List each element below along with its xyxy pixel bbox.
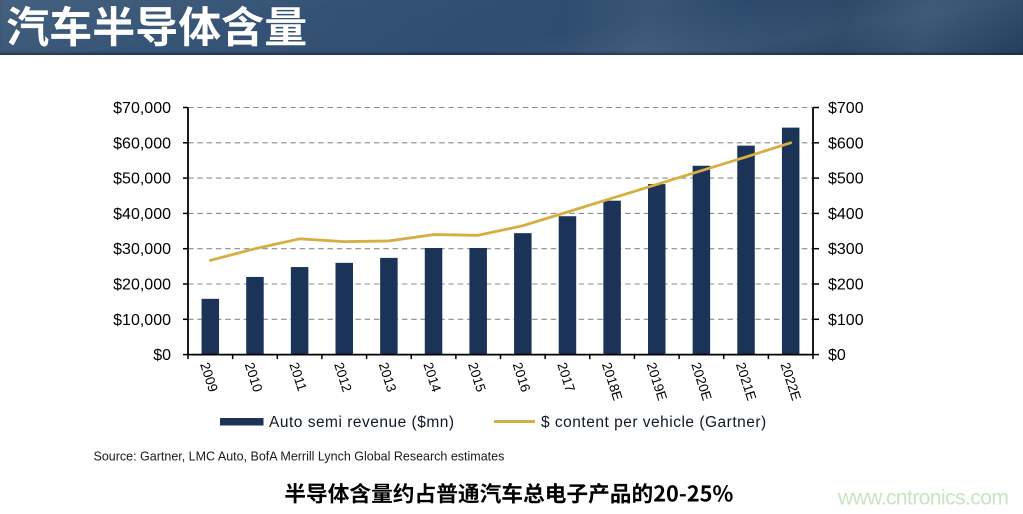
- svg-text:$100: $100: [828, 312, 864, 329]
- svg-text:$0: $0: [153, 347, 171, 364]
- svg-text:$500: $500: [828, 171, 864, 188]
- svg-text:2016: 2016: [510, 361, 534, 394]
- svg-text:$400: $400: [828, 206, 864, 223]
- svg-text:$70,000: $70,000: [113, 100, 171, 117]
- svg-text:$40,000: $40,000: [113, 206, 171, 223]
- svg-text:$60,000: $60,000: [113, 135, 171, 152]
- svg-text:$ content per vehicle (Gartner: $ content per vehicle (Gartner): [541, 414, 767, 431]
- svg-text:2014: 2014: [420, 361, 444, 395]
- svg-text:2010: 2010: [242, 361, 266, 394]
- svg-text:$300: $300: [828, 241, 864, 258]
- svg-text:$10,000: $10,000: [113, 312, 171, 329]
- svg-text:2020E: 2020E: [688, 361, 714, 403]
- svg-text:2017: 2017: [554, 361, 578, 394]
- svg-text:$700: $700: [828, 100, 864, 117]
- svg-text:www.cntronics.com: www.cntronics.com: [837, 487, 1008, 510]
- svg-text:$20,000: $20,000: [113, 277, 171, 294]
- svg-text:$600: $600: [828, 135, 864, 152]
- svg-text:2015: 2015: [465, 361, 489, 394]
- svg-text:2013: 2013: [376, 361, 400, 394]
- svg-text:2011: 2011: [286, 361, 309, 393]
- svg-text:Auto semi revenue ($mn): Auto semi revenue ($mn): [269, 414, 455, 431]
- svg-text:2021E: 2021E: [733, 361, 759, 403]
- svg-text:2012: 2012: [331, 361, 355, 394]
- svg-text:2018E: 2018E: [599, 361, 625, 403]
- svg-text:2009: 2009: [197, 361, 221, 394]
- svg-text:Source: Gartner, LMC Auto, Bo: Source: Gartner, LMC Auto, BofA Merrill …: [94, 450, 505, 464]
- svg-text:2019E: 2019E: [644, 361, 670, 403]
- svg-text:$30,000: $30,000: [113, 241, 171, 258]
- svg-text:$50,000: $50,000: [113, 171, 171, 188]
- svg-text:2022E: 2022E: [778, 361, 804, 403]
- svg-text:$0: $0: [828, 347, 846, 364]
- svg-text:$200: $200: [828, 277, 864, 294]
